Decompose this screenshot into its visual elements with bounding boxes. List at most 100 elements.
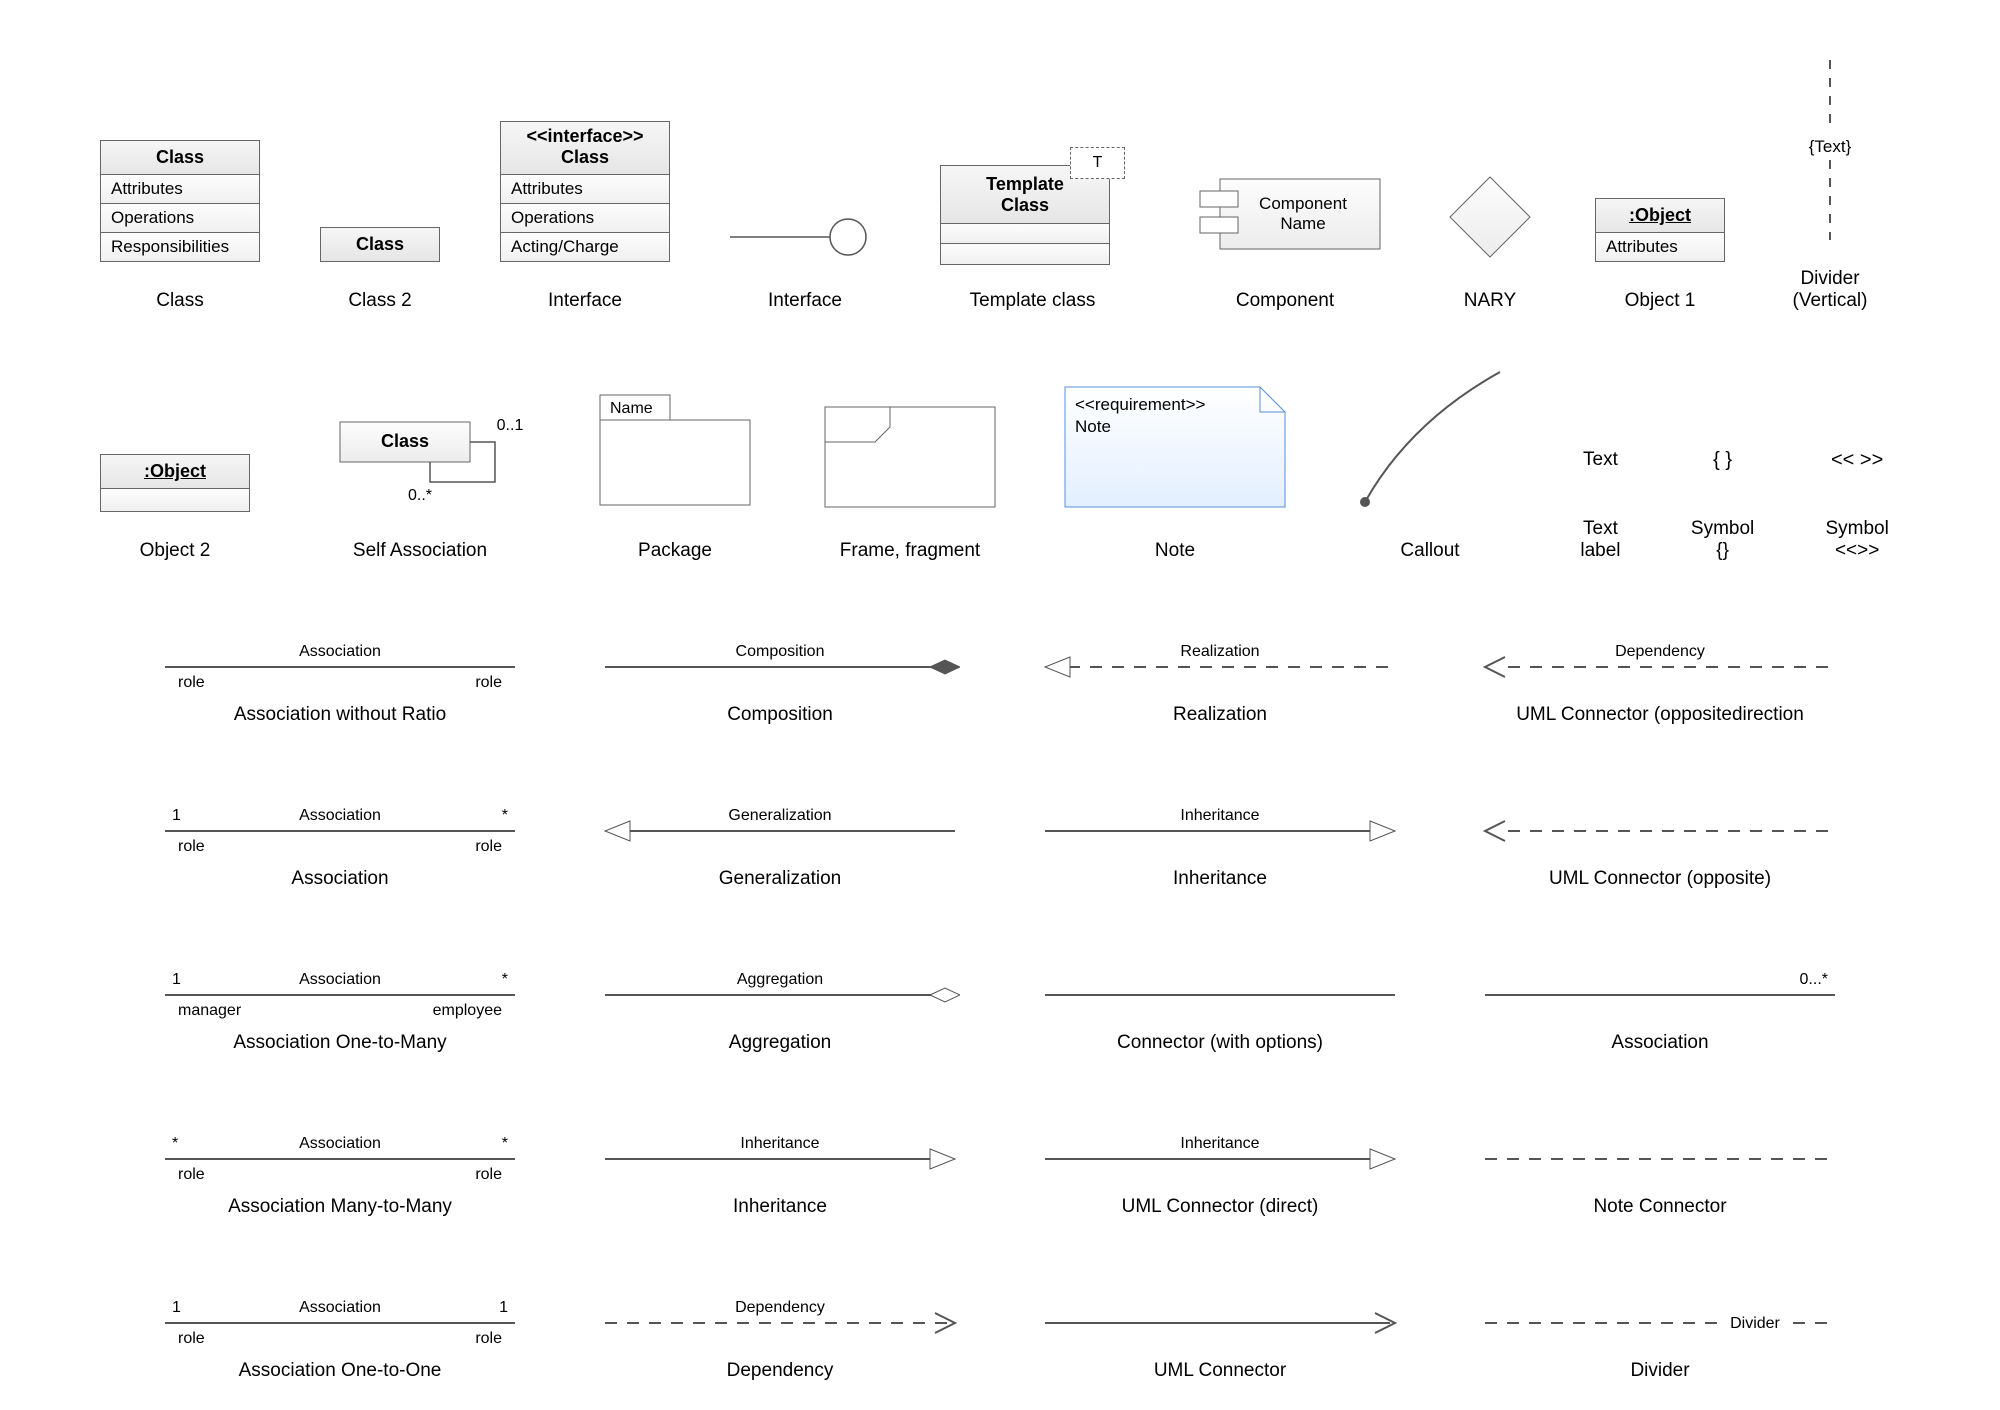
connector-3-0: Association**rolerole Association Many-t…	[160, 1124, 520, 1218]
callout-caption: Callout	[1400, 540, 1459, 562]
svg-text:Inheritance: Inheritance	[1180, 1135, 1259, 1152]
object1-attr: Attributes	[1596, 233, 1724, 261]
svg-text:Generalization: Generalization	[728, 807, 831, 824]
svg-text:Association: Association	[299, 971, 381, 988]
svg-text:1: 1	[172, 971, 181, 988]
object2-title: :Object	[144, 461, 206, 481]
connector-caption: Association without Ratio	[234, 704, 446, 726]
template-title2: Class	[1001, 195, 1049, 215]
svg-text:0...*: 0...*	[1800, 971, 1828, 988]
svg-text:role: role	[178, 1166, 205, 1183]
object1-box: :Object Attributes	[1595, 198, 1725, 262]
class-caption: Class	[156, 290, 204, 312]
object2-box: :Object	[100, 454, 250, 512]
interface-header: <<interface>> Class	[501, 122, 669, 175]
svg-text:*: *	[502, 807, 508, 824]
element-object2: :Object Object 2	[100, 454, 250, 562]
connector-caption: UML Connector (oppositedirection	[1516, 704, 1804, 726]
svg-text:Name: Name	[610, 400, 653, 417]
svg-text:Note: Note	[1075, 417, 1111, 436]
svg-text:role: role	[178, 1330, 205, 1347]
note-caption: Note	[1155, 540, 1195, 562]
connector-caption: Realization	[1173, 704, 1267, 726]
svg-text:1: 1	[172, 807, 181, 824]
connector-row-4: Association11rolerole Association One-to…	[160, 1288, 1840, 1382]
selfassoc-caption: Self Association	[353, 540, 487, 562]
connector-caption: Dependency	[727, 1360, 834, 1382]
connector-row-3: Association**rolerole Association Many-t…	[160, 1124, 1840, 1218]
connector-caption: Association	[291, 868, 388, 890]
symbol-brace-caption: Symbol {}	[1691, 518, 1754, 562]
connector-3-1: Inheritance Inheritance	[600, 1124, 960, 1218]
element-note: <<requirement>> Note Note	[1060, 382, 1290, 562]
connector-0-0: Associationrolerole Association without …	[160, 632, 520, 726]
element-frame: Frame, fragment	[820, 402, 1000, 562]
svg-text:0..*: 0..*	[408, 487, 432, 504]
connector-1-1: Generalization Generalization	[600, 796, 960, 890]
element-callout: Callout	[1350, 362, 1510, 562]
connector-caption: Association One-to-Many	[233, 1032, 446, 1054]
svg-text:role: role	[178, 674, 205, 691]
element-component: Component Name Component	[1185, 167, 1385, 312]
object1-title: :Object	[1596, 199, 1724, 233]
connector-1-2: Inheritance Inheritance	[1040, 796, 1400, 890]
lollipop-icon	[730, 212, 880, 262]
connector-caption: Generalization	[719, 868, 842, 890]
template-caption: Template class	[970, 290, 1096, 312]
svg-text:1: 1	[499, 1299, 508, 1316]
class2-caption: Class 2	[348, 290, 411, 312]
selfassoc-icon: Class 0..1 0..*	[310, 392, 530, 512]
connector-row-2: Association1*manageremployee Association…	[160, 960, 1840, 1054]
svg-text:role: role	[178, 838, 205, 855]
connector-4-0: Association11rolerole Association One-to…	[160, 1288, 520, 1382]
connector-0-2: Realization Realization	[1040, 632, 1400, 726]
connector-2-1: Aggregation Aggregation	[600, 960, 960, 1054]
element-template: Template Class T Template class	[940, 147, 1125, 312]
svg-text:role: role	[475, 1166, 502, 1183]
template-wrapper: Template Class T	[940, 147, 1125, 262]
package-caption: Package	[638, 540, 712, 562]
interface-box: <<interface>> Class Attributes Operation…	[500, 121, 670, 262]
connector-caption: UML Connector (opposite)	[1549, 868, 1771, 890]
class2-title: Class	[321, 228, 439, 261]
callout-icon	[1350, 362, 1510, 512]
svg-text:Inheritance: Inheritance	[1180, 807, 1259, 824]
interface-caption: Interface	[548, 290, 622, 312]
svg-text:Aggregation: Aggregation	[737, 971, 823, 988]
component-icon: Component Name	[1185, 167, 1385, 262]
connector-caption: Inheritance	[1173, 868, 1267, 890]
connector-0-1: Composition Composition	[600, 632, 960, 726]
element-symbol-brace: { } Symbol {}	[1691, 430, 1754, 562]
svg-text:Association: Association	[299, 1135, 381, 1152]
connector-caption: Note Connector	[1593, 1196, 1726, 1218]
svg-text:Association: Association	[299, 807, 381, 824]
frame-caption: Frame, fragment	[840, 540, 980, 562]
symbol-brace-text: { }	[1713, 430, 1732, 490]
element-package: Name Package	[590, 392, 760, 562]
connector-row-0: Associationrolerole Association without …	[160, 632, 1840, 726]
class-box: Class Attributes Operations Responsibili…	[100, 140, 260, 262]
svg-text:0..1: 0..1	[497, 417, 524, 434]
connector-caption: Association	[1611, 1032, 1708, 1054]
svg-text:Class: Class	[381, 431, 429, 451]
connector-2-2: Connector (with options)	[1040, 960, 1400, 1054]
connector-caption: Aggregation	[729, 1032, 831, 1054]
interface-title: Class	[507, 147, 663, 168]
element-class2: Class Class 2	[320, 227, 440, 312]
element-interface-box: <<interface>> Class Attributes Operation…	[500, 121, 670, 312]
connector-grid: Association role role Association without …	[100, 632, 1900, 1382]
svg-text:Dependency: Dependency	[1615, 643, 1705, 660]
note-icon: <<requirement>> Note	[1060, 382, 1290, 512]
connector-caption: UML Connector	[1154, 1360, 1286, 1382]
svg-text:{Text}: {Text}	[1809, 137, 1852, 156]
connector-caption: Connector (with options)	[1117, 1032, 1323, 1054]
element-selfassoc: Class 0..1 0..* Self Association	[310, 392, 530, 562]
svg-text:role: role	[475, 674, 502, 691]
component-caption: Component	[1236, 290, 1334, 312]
svg-text:role: role	[475, 1330, 502, 1347]
connector-4-3: Divider Divider	[1480, 1288, 1840, 1382]
interface-charge: Acting/Charge	[501, 233, 669, 261]
class-title: Class	[101, 141, 259, 175]
interface-attr: Attributes	[501, 175, 669, 204]
connector-caption: Inheritance	[733, 1196, 827, 1218]
